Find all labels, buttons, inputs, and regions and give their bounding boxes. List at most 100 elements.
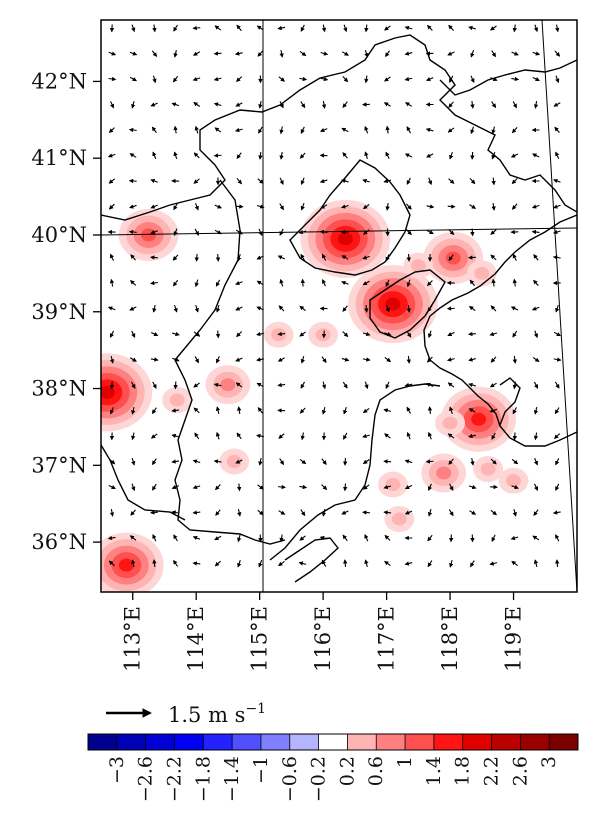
wind-vector [129,306,137,311]
wind-vector [107,306,116,311]
wind-vector [385,279,390,288]
colorbar-label: 2.2 [481,756,503,786]
wind-vector [491,534,496,542]
wind-vector [194,125,199,134]
wind-vector [449,152,454,160]
reference-vector-legend: 1.5 m s−1 [106,701,266,727]
lon-label: 119°E [502,606,526,672]
wind-vector [237,508,242,517]
wind-vector [364,304,369,313]
wind-vector [235,280,243,286]
wind-vector [172,254,179,261]
wind-vector [512,330,518,338]
colorbar-swatch [462,734,492,750]
wind-vector [131,406,136,415]
wind-vector [362,407,370,414]
wind-vector [470,560,475,568]
wind-vector [384,331,392,337]
wind-vector [150,433,158,439]
wind-vector [383,102,391,107]
wind-vector [555,75,560,84]
wind-vector [131,381,136,389]
wind-vector [533,509,539,517]
wind-vector [404,25,413,31]
wind-vector [258,228,263,236]
province-border-liaoning [499,377,521,426]
colorbar-label: −1.4 [221,756,243,802]
wind-vector [406,355,411,364]
wind-vector [384,25,391,31]
wind-vector [448,254,454,262]
wind-vector [447,433,455,439]
wind-vector [299,458,307,465]
wind-vector [109,253,115,261]
wind-vector [512,101,517,109]
wind-vector [213,459,222,464]
wind-vector [341,51,349,56]
wind-vector [385,50,391,58]
lat-label: 38°N [31,377,87,401]
wind-vector [299,76,308,82]
wind-vector [554,407,560,415]
wind-vector [193,152,200,159]
wind-vector [279,203,284,211]
wind-vector [553,433,561,439]
wind-vector [511,484,519,490]
wind-vector [128,127,137,133]
province-border-tianjin [369,269,446,339]
wind-vector [192,76,201,82]
wind-vector [489,382,497,388]
wind-vector [279,151,284,160]
colorbar-label: 2.6 [509,756,531,786]
colorbar-label: −0.2 [308,756,330,802]
wind-vector [510,535,519,541]
wind-vector [214,204,223,209]
wind-vector [490,305,497,312]
wind-vector [449,483,454,491]
wind-vector [277,357,285,362]
wind-vector [362,280,370,286]
wind-vector [131,432,136,441]
wind-vector [406,203,412,210]
latitude-axis: 42°N 41°N 40°N 39°N 38°N 37°N 36°N [31,69,101,554]
wind-vector [363,229,370,235]
lon-label: 115°E [248,606,272,672]
graticule-parallel [101,227,577,236]
wind-vector [385,151,390,159]
colorbar-label: −0.6 [279,756,301,802]
wind-vector [151,126,157,134]
wind-vector [151,50,158,57]
wind-vector [192,459,201,464]
wind-vector [404,510,413,515]
wind-vector [194,304,199,313]
wind-vector [107,535,116,541]
wind-vector [406,304,411,313]
wind-vector [511,178,518,185]
colorbar-label: 1.4 [423,756,445,786]
colorbar-swatch [347,734,377,750]
wind-vector [406,279,411,288]
wind-vector [131,330,136,338]
colorbar-swatch [376,734,406,750]
wind-vector [213,153,222,158]
wind-vector [129,204,137,209]
colorbar-swatch [88,734,118,750]
wind-vector [510,306,519,311]
wind-vector [171,484,180,490]
wind-vector [552,510,561,515]
wind-vector [278,305,285,312]
wind-vector [491,278,496,287]
wind-vector [300,253,306,261]
wind-vector [300,203,305,211]
wind-vector [109,508,115,517]
wind-vector [194,356,199,364]
anomaly-contour [385,478,401,492]
wind-vector [447,51,455,56]
wind-vector [235,76,243,82]
wind-vector [385,305,390,313]
wind-vector [427,508,433,517]
colorbar-swatch [289,734,319,750]
wind-vector [235,382,243,388]
wind-vector [237,406,242,415]
wind-vector [511,76,520,82]
